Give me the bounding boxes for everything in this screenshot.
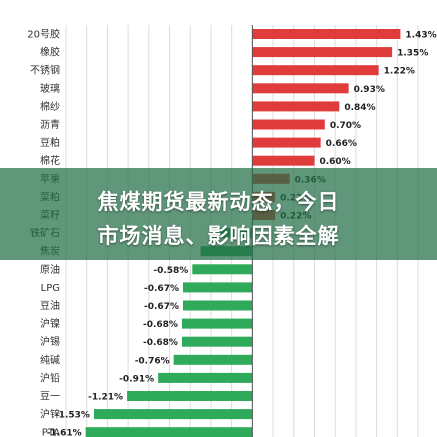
bar-21 [93, 409, 253, 420]
headline-line-2: 市场消息、影响因素全解 [97, 224, 340, 248]
category-label: 沪镍 [40, 317, 60, 330]
category-label: 沪锌 [40, 408, 60, 421]
value-label: 0.60% [319, 157, 350, 167]
value-label: -1.21% [88, 393, 123, 403]
bar-22 [85, 427, 253, 437]
bar-19 [158, 372, 253, 383]
category-label: 豆一 [40, 391, 60, 403]
category-label: 沪铅 [40, 371, 60, 384]
category-label: 沥青 [40, 118, 60, 131]
value-label: -0.67% [144, 302, 179, 312]
category-label: 豆粕 [40, 136, 60, 149]
bar-18 [173, 354, 253, 365]
category-label: 不锈钢 [30, 64, 60, 77]
category-label: 20号胶 [27, 28, 60, 41]
category-label: 橡胶 [40, 46, 60, 59]
value-label: 1.35% [397, 49, 428, 59]
value-label: 1.43% [405, 31, 436, 41]
category-label: 原油 [40, 263, 60, 276]
value-label: -0.91% [119, 374, 154, 384]
bar-6 [252, 137, 321, 148]
category-label: 纯碱 [40, 353, 60, 366]
bar-2 [252, 65, 379, 76]
category-label: 玻璃 [40, 82, 60, 95]
bar-1 [252, 47, 393, 58]
category-label: LPG [41, 283, 60, 294]
value-label: 1.22% [384, 67, 415, 77]
bar-5 [252, 119, 325, 130]
bar-14 [182, 282, 253, 293]
value-label: -0.68% [143, 320, 178, 330]
bar-7 [252, 155, 315, 166]
bar-17 [181, 336, 253, 347]
bar-4 [252, 101, 340, 112]
bar-15 [182, 300, 253, 311]
category-label: 棉纱 [40, 100, 60, 113]
value-label: -0.76% [135, 356, 170, 366]
category-label: PTA [42, 428, 60, 437]
value-label: 0.70% [330, 121, 361, 131]
headline-line-1: 焦煤期货最新动态，今日 [97, 190, 340, 214]
value-label: -1.53% [55, 411, 90, 421]
bar-16 [181, 318, 253, 329]
bar-0 [252, 29, 401, 39]
value-label: -0.67% [144, 284, 179, 294]
bar-13 [192, 264, 253, 275]
value-label: 0.93% [354, 85, 385, 95]
category-label: 沪锡 [40, 335, 60, 348]
category-label: 豆油 [40, 299, 60, 312]
headline-banner: 焦煤期货最新动态，今日 市场消息、影响因素全解 [0, 168, 437, 260]
value-label: -0.58% [153, 266, 188, 276]
category-label: 棉花 [40, 154, 60, 167]
bar-20 [127, 391, 253, 401]
value-label: 0.66% [326, 139, 357, 149]
value-label: -0.68% [143, 338, 178, 348]
value-label: 0.84% [344, 103, 375, 113]
value-label: -1.61% [47, 429, 82, 437]
bar-3 [252, 83, 349, 94]
